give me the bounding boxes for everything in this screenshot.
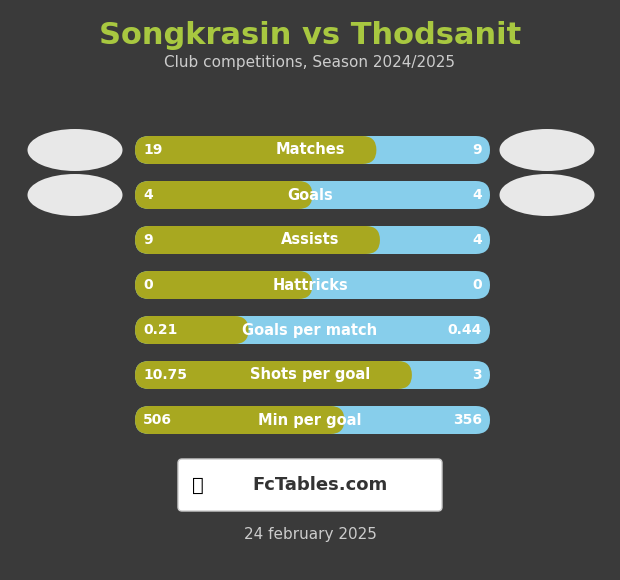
FancyBboxPatch shape (135, 271, 490, 299)
Text: Matches: Matches (275, 143, 345, 158)
FancyBboxPatch shape (135, 181, 490, 209)
Text: 10.75: 10.75 (143, 368, 187, 382)
Text: Min per goal: Min per goal (259, 412, 361, 427)
Text: FcTables.com: FcTables.com (252, 476, 388, 494)
Text: Hattricks: Hattricks (272, 277, 348, 292)
Text: 9: 9 (143, 233, 153, 247)
Text: Shots per goal: Shots per goal (250, 368, 370, 382)
Text: 506: 506 (143, 413, 172, 427)
Text: 24 february 2025: 24 february 2025 (244, 527, 376, 542)
Text: Songkrasin vs Thodsanit: Songkrasin vs Thodsanit (99, 20, 521, 49)
FancyBboxPatch shape (135, 316, 490, 344)
Text: 0: 0 (143, 278, 153, 292)
FancyBboxPatch shape (135, 271, 312, 299)
Text: Club competitions, Season 2024/2025: Club competitions, Season 2024/2025 (164, 55, 456, 70)
Text: 📊: 📊 (192, 476, 204, 495)
Ellipse shape (27, 129, 123, 171)
FancyBboxPatch shape (135, 361, 490, 389)
Text: 0.21: 0.21 (143, 323, 177, 337)
FancyBboxPatch shape (135, 136, 490, 164)
FancyBboxPatch shape (135, 181, 312, 209)
Text: 3: 3 (472, 368, 482, 382)
FancyBboxPatch shape (135, 136, 376, 164)
Text: 4: 4 (472, 188, 482, 202)
Ellipse shape (500, 174, 595, 216)
Text: Goals per match: Goals per match (242, 322, 378, 338)
FancyBboxPatch shape (135, 316, 249, 344)
FancyBboxPatch shape (135, 406, 345, 434)
FancyBboxPatch shape (135, 406, 490, 434)
Text: 4: 4 (472, 233, 482, 247)
Text: 9: 9 (472, 143, 482, 157)
Text: 356: 356 (453, 413, 482, 427)
FancyBboxPatch shape (135, 361, 412, 389)
FancyBboxPatch shape (135, 226, 490, 254)
Text: 4: 4 (143, 188, 153, 202)
Ellipse shape (500, 129, 595, 171)
Text: 19: 19 (143, 143, 162, 157)
Text: 0.44: 0.44 (448, 323, 482, 337)
Text: Assists: Assists (281, 233, 339, 248)
Text: Goals: Goals (287, 187, 333, 202)
Ellipse shape (27, 174, 123, 216)
FancyBboxPatch shape (178, 459, 442, 511)
FancyBboxPatch shape (135, 226, 380, 254)
Text: 0: 0 (472, 278, 482, 292)
